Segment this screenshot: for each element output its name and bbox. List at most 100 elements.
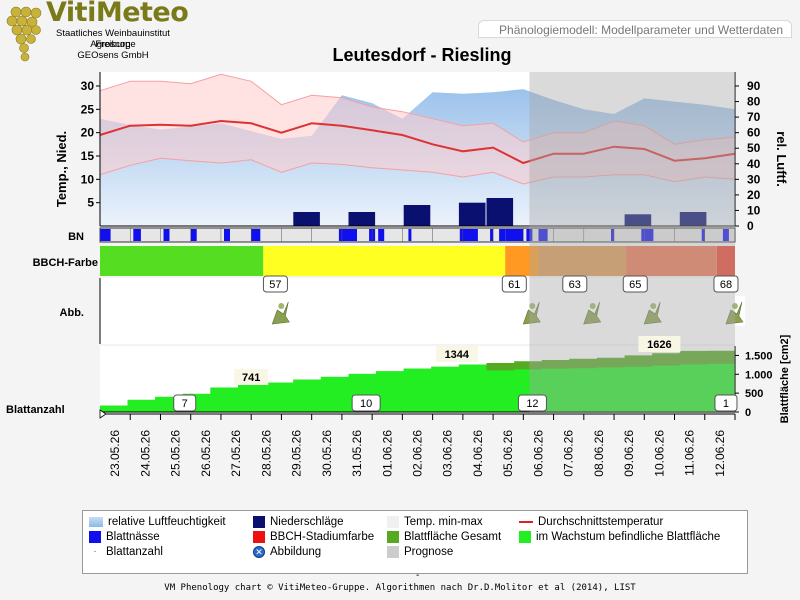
phenology-chart: Leutesdorf - Riesling 510152025300102030… xyxy=(6,45,791,477)
leaf-area-label-box xyxy=(638,336,681,352)
blattnaesse-block xyxy=(499,229,506,241)
y-tick-label-right: 20 xyxy=(747,188,761,202)
leaf-total-swatch-icon xyxy=(387,530,399,543)
x-tick-label: 11.06.26 xyxy=(683,430,697,476)
legend-niederschlaege[interactable]: Niederschläge xyxy=(253,514,344,530)
bbch-label-text: 65 xyxy=(629,279,641,291)
temp-min-line xyxy=(99,157,736,185)
blattanzahl-label-text: 1 xyxy=(723,398,729,410)
x-tick-label: 05.06.26 xyxy=(501,430,515,477)
blattnaesse-block xyxy=(100,229,111,241)
legend-wachstum[interactable]: im Wachstum befindliche Blattfläche xyxy=(519,529,720,545)
prognose-region xyxy=(529,72,735,412)
x-tick-label: 03.06.26 xyxy=(441,430,455,477)
leaf-area-label: 741 xyxy=(234,369,269,385)
blattanzahl-label: 12 xyxy=(517,394,547,412)
blattanzahl-label-text: 12 xyxy=(526,398,538,410)
wetness-swatch-icon xyxy=(89,530,101,543)
x-tick-label: 12.06.26 xyxy=(713,430,727,477)
x-tick-label: 26.05.26 xyxy=(199,430,213,477)
blattnaesse-block xyxy=(526,229,533,241)
leaf-area-label: 1626 xyxy=(638,336,681,352)
legend-label: Blattanzahl xyxy=(106,546,163,558)
legend-bbch[interactable]: BBCH-Stadiumfarbe xyxy=(253,529,374,545)
leaf-thumbnail-icon xyxy=(269,296,292,326)
thumb-bud xyxy=(278,303,285,309)
leaf-area-label-text: 1344 xyxy=(445,349,470,361)
bbch-label-box xyxy=(262,275,288,293)
bbch-segment xyxy=(538,246,627,276)
legend-blattnaesse[interactable]: Blattnässe xyxy=(89,529,160,545)
bbch-label-text: 68 xyxy=(720,279,732,291)
legend-label: Blattfläche Gesamt xyxy=(404,531,502,543)
blattnaesse-block xyxy=(722,229,729,241)
bbch-label: 61 xyxy=(501,275,527,293)
legend-prognose[interactable]: Prognose xyxy=(387,544,453,560)
bbch-label: 63 xyxy=(562,275,588,293)
abb-row-label: Abb. xyxy=(60,307,84,319)
leaf-thumbnail-icon xyxy=(580,296,603,326)
blattnaesse-block xyxy=(701,229,705,241)
blattnaesse-block xyxy=(338,229,357,241)
precip-bar xyxy=(348,212,376,226)
legend-label: Niederschläge xyxy=(270,516,344,528)
legend-temp-min-max[interactable]: Temp. min-max xyxy=(387,514,483,530)
chart-title: Leutesdorf - Riesling xyxy=(332,45,511,65)
grape-logo-icon xyxy=(6,6,42,62)
legend-blattanzahl[interactable]: · Blattanzahl xyxy=(89,544,163,560)
bbch-segment xyxy=(626,246,717,276)
legend-durchschnittstemp[interactable]: Durchschnittstemperatur xyxy=(519,514,663,530)
bbch-label-box xyxy=(713,275,739,293)
precip-bar xyxy=(486,198,514,226)
legend-blattflaeche-gesamt[interactable]: Blattfläche Gesamt xyxy=(387,529,501,545)
thumb-bud xyxy=(529,303,536,309)
thumb-bud xyxy=(589,303,596,309)
blattanzahl-label: 1 xyxy=(714,394,738,412)
y-tick-label-left: 5 xyxy=(87,196,94,210)
precip-bar xyxy=(293,212,320,226)
y-tick-label-right: 40 xyxy=(747,157,761,171)
x-tick-label: 06.06.26 xyxy=(532,430,546,477)
blattnaesse-block xyxy=(505,229,524,241)
x-tick-label: 02.06.26 xyxy=(411,430,425,477)
bbch-label-box xyxy=(562,275,588,293)
leaf-growing-swatch-icon xyxy=(519,530,531,543)
thumb-bud xyxy=(731,303,738,309)
bbch-label: 57 xyxy=(262,275,288,293)
blattanzahl-label-box xyxy=(714,394,738,412)
y-tick-label-right: 70 xyxy=(747,110,761,124)
x-axis: 23.05.26 24.05.26 25.05.26 26.05.26 27.05.26… xyxy=(99,409,736,477)
blattnaesse-block xyxy=(133,229,141,241)
temp-line-swatch-icon xyxy=(519,520,533,523)
y-tick-label-right: 10 xyxy=(747,203,761,217)
legend-humidity[interactable]: relative Luftfeuchtigkeit xyxy=(89,514,226,530)
leaf-thumbnail-icon xyxy=(520,296,543,326)
x-tick-label: 09.06.26 xyxy=(622,430,636,477)
legend-label: Blattnässe xyxy=(106,531,160,543)
logo-line-agroscope: Agroscope xyxy=(90,39,136,50)
legend-abbildung[interactable]: ✕ Abbildung xyxy=(253,544,321,560)
blattanzahl-label-box xyxy=(517,394,547,412)
logo-line-geosens: GEOsens GmbH xyxy=(77,50,149,61)
x-axis-start-arrow-icon xyxy=(99,409,107,419)
x-tick-label: 23.05.26 xyxy=(108,430,122,477)
legend-label: im Wachstum befindliche Blattfläche xyxy=(536,531,721,543)
blattnaesse-block xyxy=(538,229,548,241)
x-tick-label: 31.05.26 xyxy=(350,430,364,477)
y-tick-label-right: 30 xyxy=(747,172,761,186)
thumb-leaf xyxy=(643,301,662,325)
x-tick-label: 04.06.26 xyxy=(471,430,485,477)
legend-label: BBCH-Stadiumfarbe xyxy=(270,531,375,543)
bbch-label: 65 xyxy=(622,275,648,293)
temp-max-line xyxy=(99,73,736,145)
blattnaesse-block xyxy=(190,229,197,241)
y-tick-label-left: 15 xyxy=(81,149,95,163)
prognose-swatch-icon xyxy=(387,545,399,558)
blattnaesse-block xyxy=(459,229,478,241)
leaf-tick-label: 0 xyxy=(745,407,751,419)
blattnaesse-block xyxy=(490,229,494,241)
leaf-thumbnail-icon xyxy=(722,296,745,326)
blattnaesse-block xyxy=(378,229,385,241)
model-tab[interactable]: Phänologiemodell: Modellparameter und We… xyxy=(478,20,792,38)
